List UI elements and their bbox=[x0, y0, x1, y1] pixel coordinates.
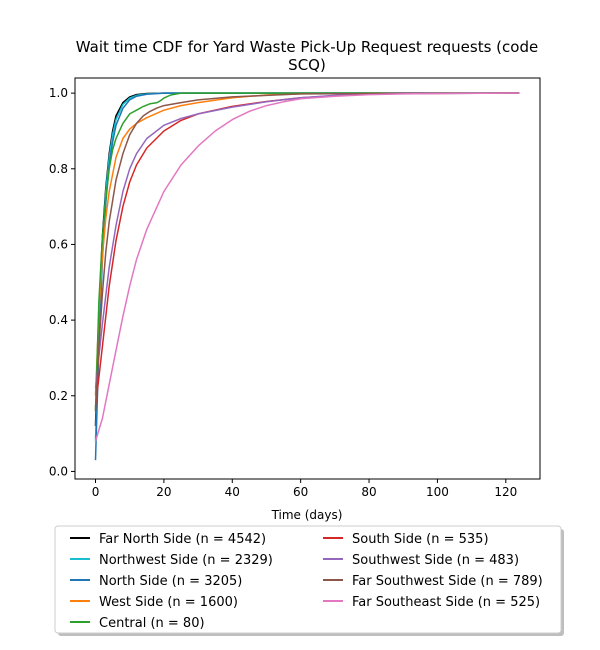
y-tick-label: 0.8 bbox=[49, 162, 68, 176]
x-tick-label: 60 bbox=[293, 485, 308, 499]
x-tick-label: 0 bbox=[92, 485, 100, 499]
legend-label: Far North Side (n = 4542) bbox=[99, 532, 266, 547]
legend-label: Southwest Side (n = 483) bbox=[352, 553, 519, 568]
y-axis-ticks: 0.0 0.2 0.4 0.6 0.8 1.0 bbox=[49, 86, 75, 478]
plot-area bbox=[74, 77, 541, 480]
chart-title-line-1: Wait time CDF for Yard Waste Pick-Up Req… bbox=[76, 38, 538, 56]
x-axis-ticks: 0 20 40 60 80 100 120 bbox=[92, 479, 517, 499]
legend-label: Northwest Side (n = 2329) bbox=[99, 553, 273, 568]
y-tick-label: 0.4 bbox=[49, 313, 68, 327]
x-tick-label: 40 bbox=[225, 485, 240, 499]
plot-frame bbox=[74, 77, 541, 480]
legend-label: South Side (n = 535) bbox=[352, 532, 489, 547]
x-tick-label: 80 bbox=[361, 485, 376, 499]
series-line-5 bbox=[94, 92, 520, 411]
legend-box bbox=[54, 525, 562, 634]
x-axis-label: Time (days) bbox=[271, 508, 343, 522]
legend: Far North Side (n = 4542) Northwest Side … bbox=[54, 525, 564, 636]
legend-label: Central (n = 80) bbox=[99, 616, 205, 631]
legend-label: Far Southeast Side (n = 525) bbox=[352, 595, 540, 610]
y-tick-label: 0.6 bbox=[49, 237, 68, 251]
y-tick-label: 0.0 bbox=[49, 464, 68, 478]
legend-label: Far Southwest Side (n = 789) bbox=[352, 574, 543, 589]
legend-items: Far North Side (n = 4542) Northwest Side … bbox=[70, 532, 543, 631]
legend-label: West Side (n = 1600) bbox=[99, 595, 238, 610]
series-line-9 bbox=[94, 92, 520, 442]
x-tick-label: 100 bbox=[426, 485, 449, 499]
y-tick-label: 1.0 bbox=[49, 86, 68, 100]
series-line-7 bbox=[94, 92, 520, 389]
series-layer bbox=[94, 92, 520, 461]
x-tick-label: 120 bbox=[494, 485, 517, 499]
chart-title-line-2: SCQ) bbox=[288, 56, 326, 74]
x-tick-label: 20 bbox=[156, 485, 171, 499]
series-line-8 bbox=[94, 92, 520, 411]
legend-label: North Side (n = 3205) bbox=[99, 574, 242, 589]
y-tick-label: 0.2 bbox=[49, 389, 68, 403]
